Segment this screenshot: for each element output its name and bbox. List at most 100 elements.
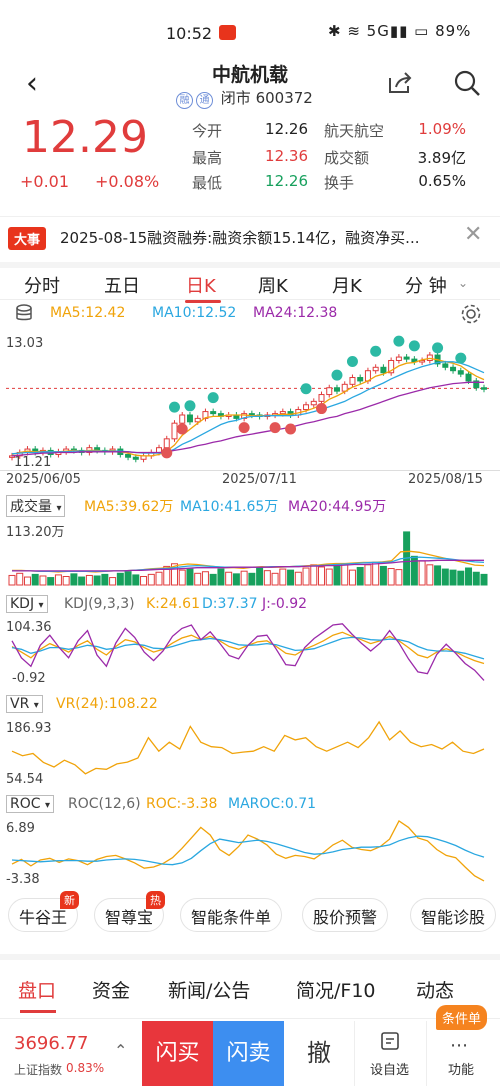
more-dots-icon[interactable]: ⋯ <box>450 1035 470 1056</box>
tool-zhizunbao[interactable]: 智尊宝 <box>94 898 165 932</box>
volume-bar <box>240 570 248 586</box>
roc-top: 6.89 <box>6 821 35 836</box>
sell-signal-marker <box>370 345 382 357</box>
tool-smart-diagnosis[interactable]: 智能诊股 <box>410 898 497 932</box>
status-icons: ✱ ≋ 5G▮▮ ▭ 89% <box>328 22 471 40</box>
tab-news[interactable]: 新闻/公告 <box>168 980 251 1002</box>
candle <box>163 438 170 449</box>
roc-indicator-select[interactable]: ROC ▾ <box>6 795 55 813</box>
volume-bar <box>140 576 148 586</box>
low-label: 最低 <box>192 174 223 192</box>
more-label[interactable]: 功能 <box>448 1063 475 1078</box>
footer-divider <box>354 1021 355 1086</box>
index-value[interactable]: 3696.77 <box>14 1033 89 1054</box>
ma24-line <box>11 381 484 457</box>
active-tab-indicator <box>185 300 221 303</box>
connect-tag: 通 <box>196 92 213 109</box>
volume-bar <box>302 567 310 586</box>
volume-bar <box>93 575 101 586</box>
candle <box>333 387 340 392</box>
volume-bar <box>78 576 86 586</box>
tab-minute[interactable]: 分 钟 <box>405 276 447 297</box>
vr-indicator-select[interactable]: VR ▾ <box>6 695 43 713</box>
news-ticker[interactable]: 大事 2025-08-15融资融券:融资余额15.14亿，融资净买... ✕ <box>0 216 500 256</box>
tool-price-alert[interactable]: 股价预警 <box>302 898 389 932</box>
tab-monthly-k[interactable]: 月K <box>332 276 362 297</box>
sell-signal-marker <box>300 383 312 395</box>
volume-bar <box>109 577 117 586</box>
quick-sell-button[interactable]: 闪卖 <box>213 1021 284 1086</box>
news-text[interactable]: 2025-08-15融资融券:融资余额15.14亿，融资净买... <box>60 229 420 247</box>
add-watchlist-icon[interactable] <box>380 1031 400 1051</box>
close-icon[interactable]: ✕ <box>464 222 483 247</box>
volume-chart[interactable] <box>6 515 490 587</box>
candle <box>403 356 410 360</box>
sector-label[interactable]: 航天航空 <box>324 122 385 140</box>
candle <box>481 387 487 390</box>
maroc-value: MAROC:0.71 <box>228 796 317 812</box>
tab-five-day[interactable]: 五日 <box>104 276 140 297</box>
kline-chart[interactable] <box>6 330 490 470</box>
volume-bar <box>410 555 418 586</box>
kdj-d-line <box>11 636 485 660</box>
volume-bar <box>201 571 209 586</box>
database-icon[interactable] <box>14 304 34 322</box>
share-icon[interactable] <box>386 70 414 96</box>
volume-bar <box>23 576 31 586</box>
vr-bottom: 54.54 <box>6 772 44 787</box>
condition-order-badge[interactable]: 条件单 <box>436 1005 488 1030</box>
kdj-indicator-select[interactable]: KDJ ▾ <box>6 595 48 613</box>
search-icon[interactable] <box>452 68 482 98</box>
back-arrow-icon[interactable]: ‹ <box>26 66 38 101</box>
candle <box>372 366 379 372</box>
volume-bar <box>225 571 233 586</box>
volume-indicator-select[interactable]: 成交量 ▾ <box>6 495 66 517</box>
volume-bar <box>232 573 240 586</box>
vol-ma10: MA10:41.65万 <box>180 499 279 515</box>
candle <box>357 377 364 382</box>
status-signal-icons: ✱ ≋ 5G▮▮ ▭ <box>328 22 430 40</box>
volume-bar <box>256 566 264 586</box>
roc-name: ROC <box>10 796 41 812</box>
chevron-up-icon[interactable]: ⌃ <box>114 1041 128 1060</box>
cancel-order-button[interactable]: 撤 <box>307 1039 331 1067</box>
vr-chart[interactable] <box>6 715 490 787</box>
buy-signal-marker <box>269 422 281 434</box>
watchlist-label[interactable]: 设自选 <box>370 1063 410 1078</box>
maroc-line <box>11 835 485 866</box>
tab-weekly-k[interactable]: 周K <box>258 276 288 297</box>
volume-bar <box>186 568 194 586</box>
tab-f10[interactable]: 简况/F10 <box>296 980 376 1002</box>
candle <box>310 400 317 406</box>
chevron-down-icon: ▾ <box>44 800 51 811</box>
volume-bar <box>70 573 78 586</box>
candle <box>241 413 248 419</box>
buy-signal-marker <box>161 447 173 459</box>
volume-bar <box>449 569 457 586</box>
roc-bottom: -3.38 <box>6 872 40 887</box>
volume-bar <box>341 563 349 586</box>
volume-bar <box>271 572 279 586</box>
settings-gear-icon[interactable] <box>460 303 482 325</box>
y-axis-high: 13.03 <box>6 336 44 351</box>
tab-order-book[interactable]: 盘口 <box>18 980 57 1002</box>
kdj-chart[interactable] <box>6 615 490 687</box>
sell-signal-marker <box>393 335 405 347</box>
volume-bar <box>132 574 140 586</box>
tool-smart-order[interactable]: 智能条件单 <box>180 898 283 932</box>
chevron-down-icon[interactable]: ⌄ <box>458 276 469 290</box>
y-axis-low: 11.21 <box>14 455 52 470</box>
quick-buy-button[interactable]: 闪买 <box>142 1021 213 1086</box>
roc-chart[interactable] <box>6 815 490 887</box>
tab-daily-k[interactable]: 日K <box>186 276 216 297</box>
candle <box>450 366 457 372</box>
volume-bar <box>310 564 318 586</box>
period-tabs: 分时 五日 日K 周K 月K 分 钟 ⌄ <box>0 262 500 303</box>
tab-capital[interactable]: 资金 <box>92 980 131 1002</box>
candle <box>349 377 356 385</box>
tab-intraday[interactable]: 分时 <box>24 276 60 297</box>
volume-bar <box>426 564 434 586</box>
tab-dynamics[interactable]: 动态 <box>416 980 455 1002</box>
trade-footer: 3696.77 上证指数 0.83% ⌃ 闪买 闪卖 撤 设自选 ⋯ 功能 条件… <box>0 1005 500 1086</box>
candle <box>179 414 186 424</box>
